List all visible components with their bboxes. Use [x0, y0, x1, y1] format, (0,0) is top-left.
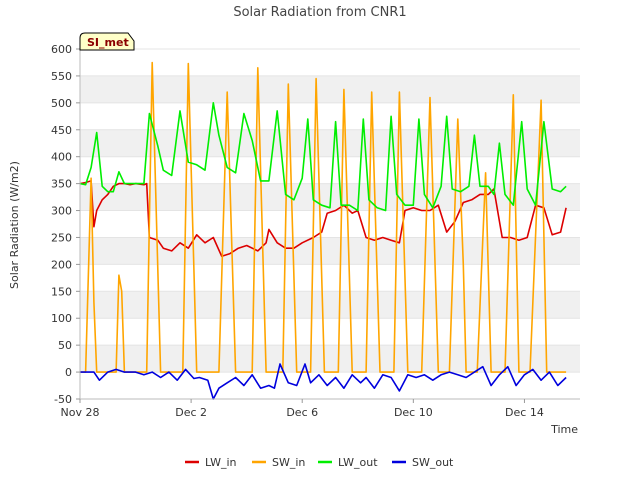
chart-title: Solar Radiation from CNR1 [233, 5, 406, 20]
y-tick-label: 100 [51, 312, 72, 325]
x-tick-label: Dec 10 [394, 406, 433, 419]
x-tick-label: Dec 14 [505, 406, 544, 419]
y-axis-label: Solar Radiation (W/m2) [8, 161, 21, 289]
legend-item-sw-out: SW_out [392, 456, 454, 469]
grid-band [80, 129, 580, 157]
grid-band [80, 237, 580, 265]
y-tick-label: 150 [51, 285, 72, 298]
y-tick-label: 450 [51, 124, 72, 137]
series-line-lw-out [79, 102, 567, 212]
plot-area [80, 49, 580, 399]
legend-label: LW_in [205, 456, 237, 469]
y-tick-label: 250 [51, 231, 72, 244]
legend-item-lw-out: LW_out [318, 456, 378, 469]
axes [76, 48, 580, 403]
station-badge: SI_met [79, 32, 135, 51]
y-tick-labels: -50 0 50 100 150 200 250 300 350 400 450 500 550 600 [51, 43, 72, 406]
y-tick-label: 50 [58, 339, 72, 352]
y-tick-label: 350 [51, 178, 72, 191]
legend-item-lw-in: LW_in [185, 456, 237, 469]
series-line-sw-out [80, 363, 567, 400]
y-tick-label: 400 [51, 151, 72, 164]
series-lines [79, 61, 567, 400]
y-tick-label: -50 [54, 393, 72, 406]
legend-label: SW_out [412, 456, 454, 469]
y-tick-label: 0 [65, 366, 72, 379]
grid-band [80, 345, 580, 373]
badge-label: SI_met [87, 36, 129, 49]
grid-band [80, 75, 580, 103]
y-tick-label: 550 [51, 70, 72, 83]
y-tick-label: 500 [51, 97, 72, 110]
y-tick-label: 200 [51, 258, 72, 271]
legend: LW_in SW_in LW_out SW_out [185, 456, 454, 469]
legend-label: LW_out [338, 456, 378, 469]
y-tick-label: 300 [51, 205, 72, 218]
x-axis-label: Time [550, 423, 578, 436]
grid-band [80, 291, 580, 319]
legend-label: SW_in [272, 456, 305, 469]
x-tick-label: Dec 2 [175, 406, 207, 419]
y-tick-label: 600 [51, 43, 72, 56]
legend-item-sw-in: SW_in [252, 456, 305, 469]
badge-shape [79, 32, 135, 51]
series-line-sw-in [80, 61, 567, 373]
x-tick-label: Dec 6 [286, 406, 318, 419]
x-tick-label: Nov 28 [61, 406, 100, 419]
x-tick-labels: Nov 28 Dec 2 Dec 6 Dec 10 Dec 14 [61, 406, 544, 419]
